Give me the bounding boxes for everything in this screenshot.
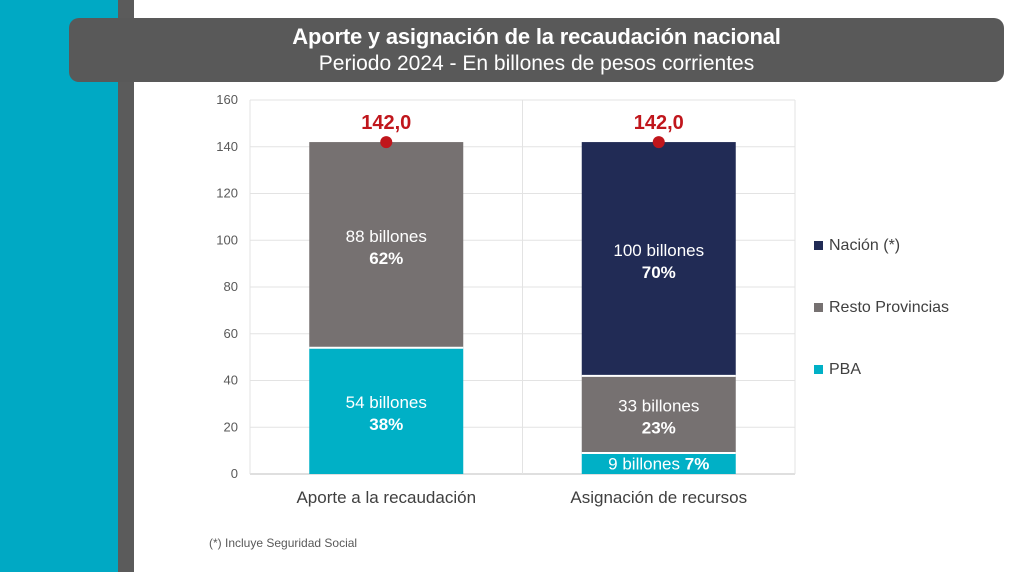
y-tick-label: 20 xyxy=(224,419,238,434)
chart-title: Aporte y asignación de la recaudación na… xyxy=(292,24,781,49)
segment-pct-label: 62% xyxy=(369,249,403,268)
bar-segment-pba xyxy=(309,347,464,474)
segment-pct-label: 23% xyxy=(642,418,676,437)
segment-value-label: 33 billones xyxy=(618,396,699,415)
bars-layer xyxy=(309,142,736,474)
title-banner: Aporte y asignación de la recaudación na… xyxy=(69,18,1004,82)
segment-value-label: 88 billones xyxy=(346,227,427,246)
segment-value-label: 54 billones xyxy=(346,393,427,412)
footnote: (*) Incluye Seguridad Social xyxy=(209,536,358,550)
legend-swatch-nacion xyxy=(814,241,823,250)
y-tick-label: 120 xyxy=(216,186,238,201)
total-label: 142,0 xyxy=(634,112,684,134)
segment-pct-label: 38% xyxy=(369,415,403,434)
legend-label-pba: PBA xyxy=(829,361,861,378)
left-accent-bar xyxy=(0,0,118,572)
chart-subtitle: Periodo 2024 - En billones de pesos corr… xyxy=(318,52,755,75)
y-tick-label: 60 xyxy=(224,326,238,341)
labels-layer: 54 billones 38% 88 billones 62% 142,0 Aporte … xyxy=(296,112,747,507)
total-marker xyxy=(380,136,393,149)
bar-segment-pba xyxy=(581,452,736,474)
segment-label-pba: 9 billones 7% xyxy=(608,454,709,473)
y-tick-label: 80 xyxy=(224,279,238,294)
x-category-label: Aporte a la recaudación xyxy=(296,488,476,507)
legend-swatch-resto xyxy=(814,303,823,312)
legend-swatch-pba xyxy=(814,365,823,374)
y-tick-label: 140 xyxy=(216,139,238,154)
segment-pct-label: 7% xyxy=(685,454,710,473)
y-tick-label: 160 xyxy=(216,92,238,107)
left-divider-bar xyxy=(118,0,134,572)
legend-label-nacion: Nación (*) xyxy=(829,237,900,254)
segment-pct-label: 70% xyxy=(642,263,676,282)
segment-value-label: 100 billones xyxy=(613,241,704,260)
x-category-label: Asignación de recursos xyxy=(570,488,747,507)
y-tick-label: 100 xyxy=(216,232,238,247)
total-label: 142,0 xyxy=(361,112,411,134)
y-tick-label: 40 xyxy=(224,373,238,388)
y-tick-label: 0 xyxy=(231,466,238,481)
legend: Nación (*) Resto Provincias PBA xyxy=(814,237,949,378)
segment-value-label: 9 billones xyxy=(608,454,685,473)
total-marker xyxy=(652,136,665,149)
bar-segment-resto xyxy=(309,142,464,348)
legend-label-resto: Resto Provincias xyxy=(829,299,949,316)
bar-segment-resto xyxy=(581,375,736,453)
bar-segment-nacion xyxy=(581,142,736,376)
